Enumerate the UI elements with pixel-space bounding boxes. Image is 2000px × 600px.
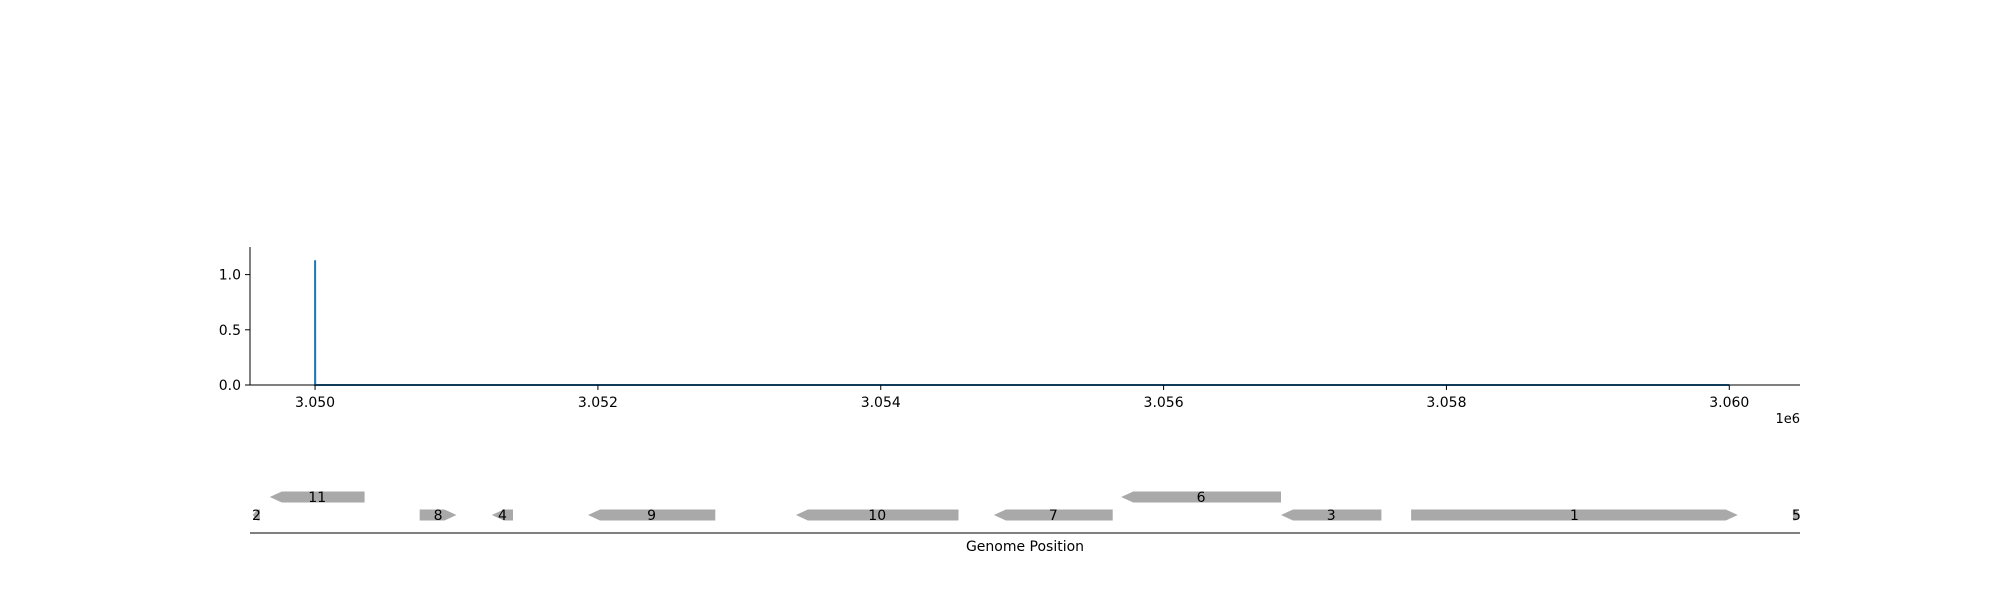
gene-feature-label: 2: [252, 508, 261, 524]
gene-feature-label: 9: [647, 508, 656, 524]
gene-feature-label: 4: [498, 508, 507, 524]
x-tick-label: 3.054: [861, 395, 901, 411]
gene-feature-arrow: [795, 509, 959, 521]
coverage-plot: 3.050 3.052 3.054 3.056 3.058 3.060 0.0 0.5 1.0…: [219, 247, 1800, 427]
x-offset-label: 1e6: [1775, 412, 1800, 427]
x-tick-label: 3.058: [1426, 395, 1466, 411]
gene-feature-arrow: [1281, 509, 1382, 521]
y-tick-label: 0.5: [219, 323, 241, 339]
coverage-x-ticks: 3.050 3.052 3.054 3.056 3.058 3.060: [295, 385, 1749, 411]
gene-feature-label: 8: [434, 508, 443, 524]
gene-feature-label: 10: [868, 508, 886, 524]
gene-feature-arrow: [1792, 509, 1800, 521]
gene-feature-arrow: [252, 509, 260, 521]
x-tick-label: 3.056: [1144, 395, 1184, 411]
gene-track-x-label: Genome Position: [966, 539, 1084, 555]
gene-feature-arrow: [1121, 491, 1281, 503]
gene-feature-label: 5: [1792, 508, 1801, 524]
gene-feature-label: 3: [1327, 508, 1336, 524]
x-tick-label: 3.060: [1709, 395, 1749, 411]
gene-feature-label: 7: [1049, 508, 1058, 524]
gene-features-group: 2 11 8 4 9 10 7 6 3 1 5: [252, 490, 1801, 524]
y-tick-label: 0.0: [219, 378, 241, 394]
gene-feature-label: 1: [1570, 508, 1579, 524]
gene-track: 2 11 8 4 9 10 7 6 3 1 5 Genome Position: [250, 490, 1801, 555]
coverage-series-group: [314, 260, 1730, 386]
gene-feature-arrow: [491, 509, 513, 521]
gene-feature-arrow: [269, 491, 365, 503]
coverage-series-line: [314, 260, 1730, 386]
x-tick-label: 3.052: [578, 395, 618, 411]
gene-feature-label: 6: [1197, 490, 1206, 506]
gene-feature-label: 11: [308, 490, 326, 506]
gene-feature-arrow: [588, 509, 716, 521]
coverage-y-ticks: 0.0 0.5 1.0: [219, 268, 250, 394]
gene-feature-arrow: [1411, 509, 1738, 521]
gene-feature-arrow: [993, 509, 1113, 521]
y-tick-label: 1.0: [219, 268, 241, 284]
gene-feature-arrow: [419, 509, 457, 521]
x-tick-label: 3.050: [295, 395, 335, 411]
